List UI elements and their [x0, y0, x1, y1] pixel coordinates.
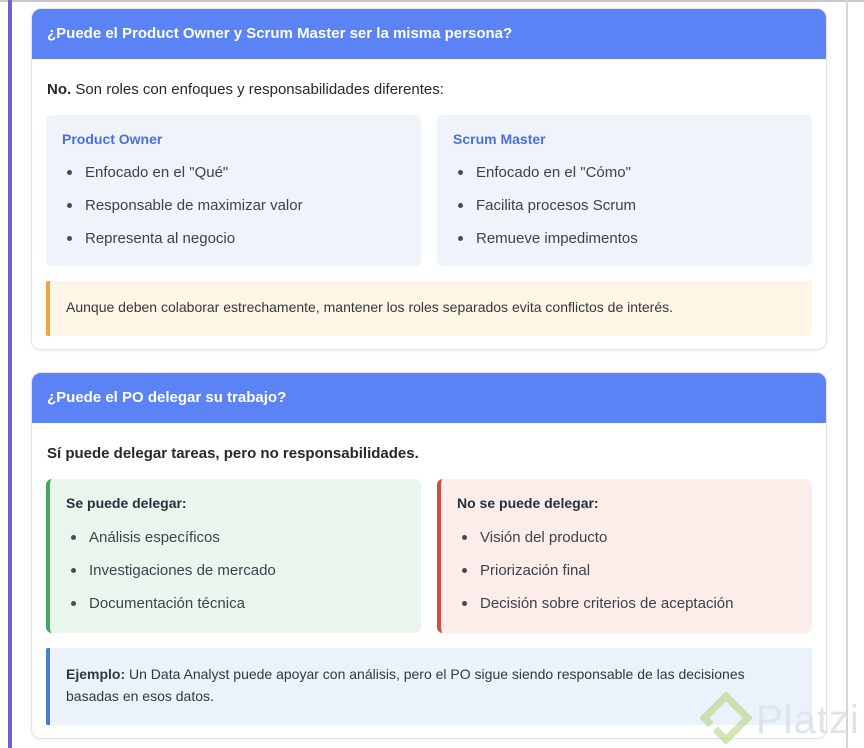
- page-top-edge: [0, 0, 864, 2]
- scrum-master-list: Enfocado en el "Cómo" Facilita procesos …: [453, 163, 796, 248]
- box-title-can-delegate: Se puede delegar:: [66, 495, 187, 511]
- example-note-rest: Un Data Analyst puede apoyar con análisi…: [66, 666, 745, 704]
- card-po-sm-same-person: ¿Puede el Product Owner y Scrum Master s…: [31, 8, 827, 350]
- panel-product-owner: Product Owner Enfocado en el "Qué" Respo…: [46, 115, 421, 266]
- answer-lead: Sí puede delegar tareas, pero no respons…: [47, 445, 419, 462]
- answer-lead-rest: Son roles con enfoques y responsabilidad…: [71, 81, 444, 98]
- list-item: Remueve impedimentos: [453, 229, 796, 248]
- card-title-po-sm-same-person: ¿Puede el Product Owner y Scrum Master s…: [32, 9, 826, 59]
- list-item: Priorización final: [457, 561, 796, 580]
- list-item: Facilita procesos Scrum: [453, 196, 796, 215]
- answer-lead: No. Son roles con enfoques y responsabil…: [47, 80, 811, 99]
- example-note: Ejemplo: Un Data Analyst puede apoyar co…: [46, 648, 812, 725]
- document-content: ¿Puede el Product Owner y Scrum Master s…: [31, 8, 827, 739]
- list-item: Decisión sobre criterios de aceptación: [457, 594, 796, 613]
- right-page-rule: [846, 0, 848, 748]
- warning-note: Aunque deben colaborar estrechamente, ma…: [46, 281, 812, 336]
- panel-title-scrum-master: Scrum Master: [453, 131, 546, 147]
- card-po-delegate: ¿Puede el PO delegar su trabajo? Sí pued…: [31, 372, 827, 739]
- answer-lead-bold: No.: [47, 81, 72, 98]
- list-item: Enfocado en el "Qué": [62, 163, 405, 182]
- product-owner-list: Enfocado en el "Qué" Responsable de maxi…: [62, 163, 405, 248]
- panel-title-product-owner: Product Owner: [62, 131, 163, 147]
- panel-scrum-master: Scrum Master Enfocado en el "Cómo" Facil…: [437, 115, 812, 266]
- list-item: Visión del producto: [457, 528, 796, 547]
- role-comparison: Product Owner Enfocado en el "Qué" Respo…: [46, 115, 812, 266]
- list-item: Enfocado en el "Cómo": [453, 163, 796, 182]
- list-item: Responsable de maximizar valor: [62, 196, 405, 215]
- example-note-bold: Ejemplo:: [66, 666, 126, 682]
- box-title-cannot-delegate: No se puede delegar:: [457, 495, 599, 511]
- list-item: Documentación técnica: [66, 594, 405, 613]
- cannot-delegate-list: Visión del producto Priorización final D…: [457, 528, 796, 613]
- list-item: Representa al negocio: [62, 229, 405, 248]
- card-title-po-delegate: ¿Puede el PO delegar su trabajo?: [32, 373, 826, 423]
- can-delegate-list: Análisis específicos Investigaciones de …: [66, 528, 405, 613]
- delegate-comparison: Se puede delegar: Análisis específicos I…: [46, 479, 812, 633]
- box-cannot-delegate: No se puede delegar: Visión del producto…: [437, 479, 812, 633]
- box-can-delegate: Se puede delegar: Análisis específicos I…: [46, 479, 421, 633]
- list-item: Análisis específicos: [66, 528, 405, 547]
- left-accent-bar: [8, 0, 12, 748]
- list-item: Investigaciones de mercado: [66, 561, 405, 580]
- card-body: No. Son roles con enfoques y responsabil…: [32, 59, 826, 349]
- card-body: Sí puede delegar tareas, pero no respons…: [32, 423, 826, 738]
